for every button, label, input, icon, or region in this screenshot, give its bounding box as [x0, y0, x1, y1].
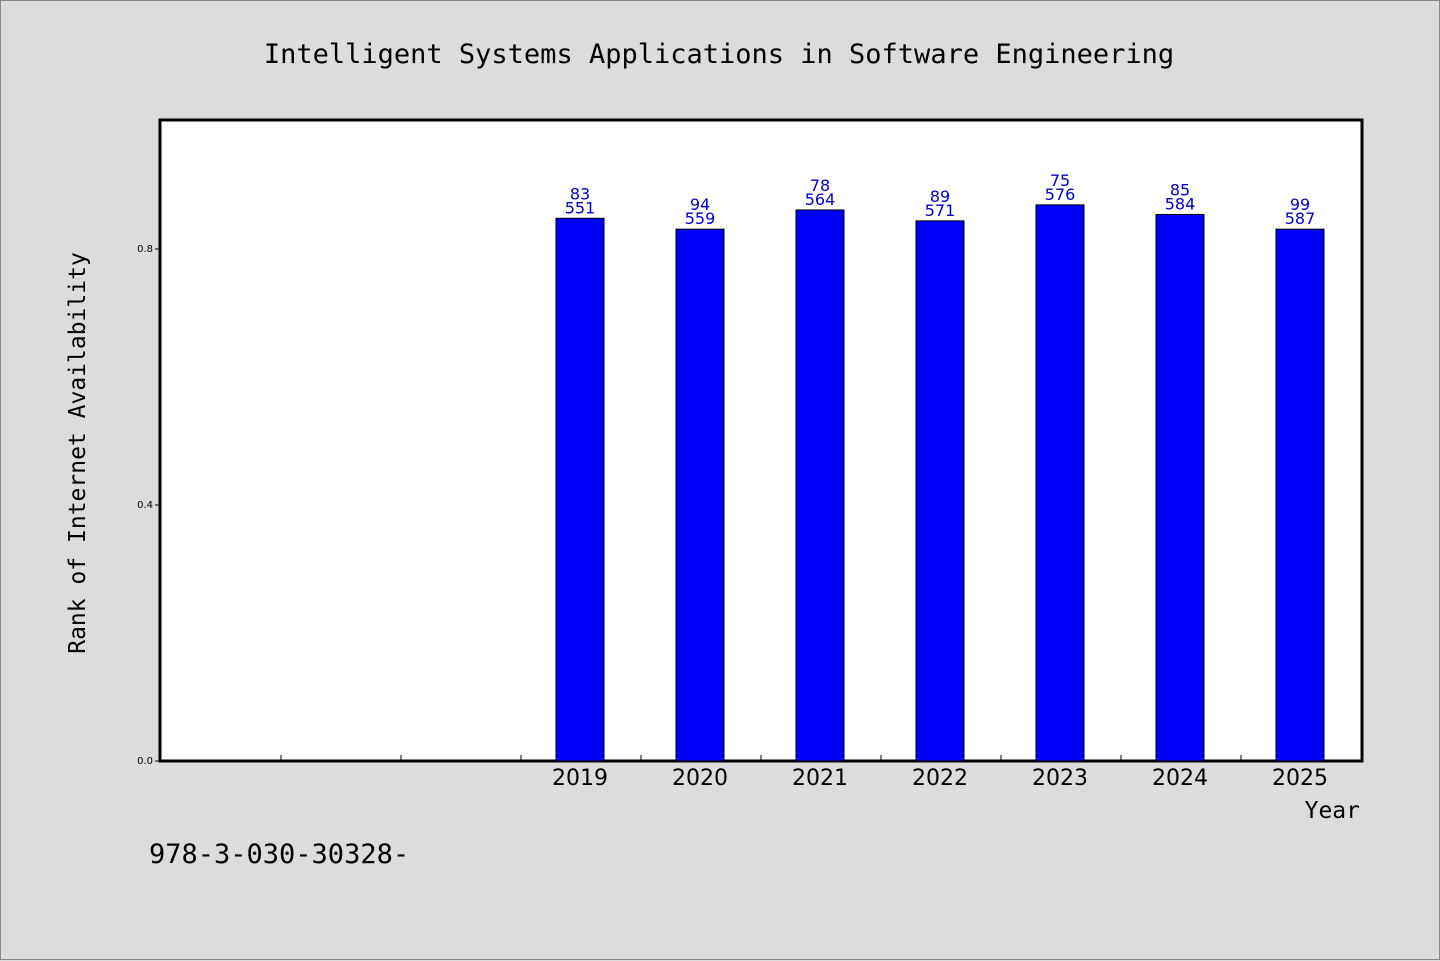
bar-2023: [1035, 204, 1085, 762]
data-label-top-2019: 83: [570, 184, 590, 203]
bar-2024: [1155, 213, 1205, 762]
data-label-top-2022: 89: [930, 187, 950, 206]
x-tick-label-2025: 2025: [1272, 766, 1328, 791]
x-tick-label-2022: 2022: [912, 766, 968, 791]
bar-2025: [1275, 228, 1325, 762]
data-label-top-2024: 85: [1170, 180, 1190, 199]
bar-2022: [915, 220, 965, 762]
y-axis: 0.0 0.4 0.8: [137, 244, 161, 767]
y-tick-label: 0.0: [137, 756, 153, 767]
x-axis-label: Year: [1305, 798, 1360, 824]
x-tick-label-2023: 2023: [1032, 766, 1088, 791]
bars-layer: [555, 204, 1325, 762]
data-label-bottom-2022: 571: [925, 201, 956, 220]
bar-2019: [555, 217, 605, 762]
data-label-bottom-2019: 551: [565, 198, 596, 217]
y-tick-label: 0.4: [137, 500, 153, 511]
data-label-top-2025: 99: [1290, 195, 1310, 214]
bar-2020: [675, 228, 725, 762]
x-tick-label-2024: 2024: [1152, 766, 1208, 791]
y-axis-label: Rank of Internet Availability: [65, 252, 91, 654]
x-tick-label-2020: 2020: [672, 766, 728, 791]
data-label-bottom-2024: 584: [1165, 194, 1196, 213]
data-label-bottom-2020: 559: [685, 209, 716, 228]
bar-2021: [795, 209, 845, 762]
x-tick-label-2019: 2019: [552, 766, 608, 791]
y-tick-label: 0.8: [137, 244, 153, 255]
data-label-top-2023: 75: [1050, 171, 1070, 190]
chart-title: Intelligent Systems Applications in Soft…: [264, 39, 1174, 70]
x-tick-label-2021: 2021: [792, 766, 848, 791]
data-label-bottom-2025: 587: [1285, 209, 1316, 228]
data-label-top-2020: 94: [690, 195, 710, 214]
x-axis: 2019 2020 2021 2022 2023 2024 2025: [280, 755, 1328, 791]
data-label-bottom-2023: 576: [1045, 185, 1076, 204]
data-label-top-2021: 78: [810, 176, 830, 195]
data-label-bottom-2021: 564: [805, 190, 836, 209]
footer-text: 978-3-030-30328-: [149, 839, 409, 870]
